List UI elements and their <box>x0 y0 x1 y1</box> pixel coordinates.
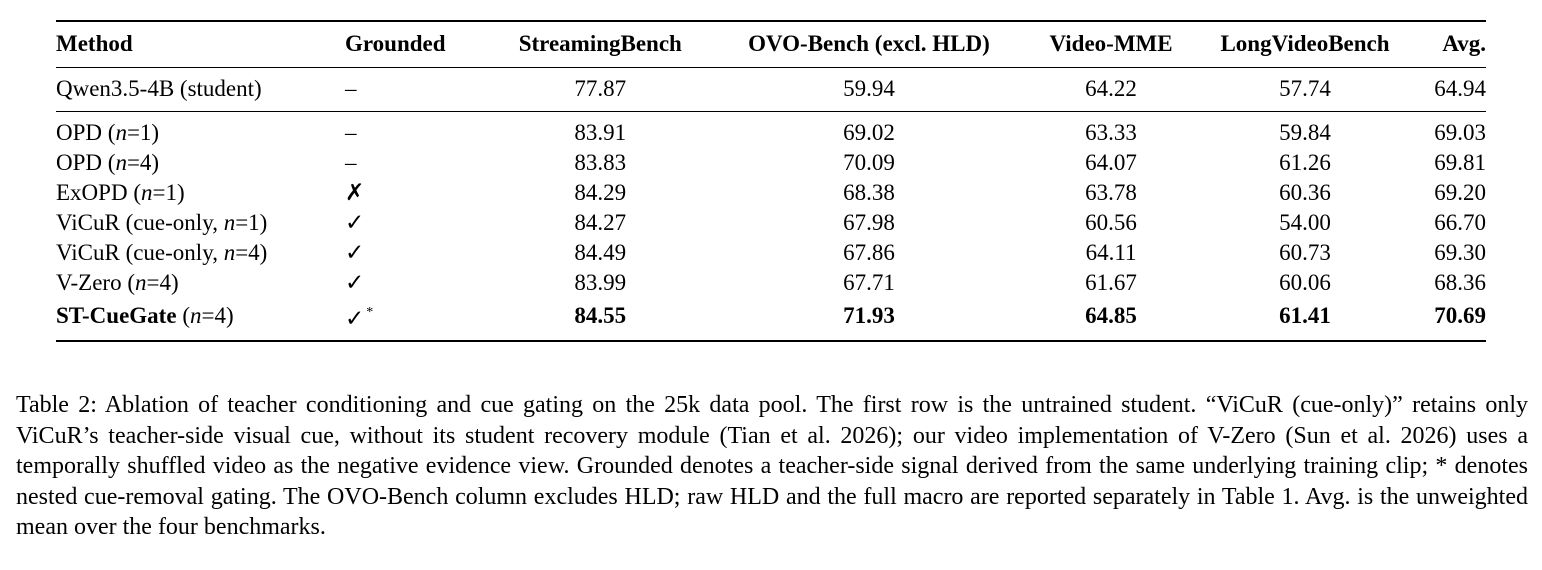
value-cell: 64.07 <box>1085 149 1137 175</box>
table-row: V-Zero (n=4) ✓ 83.99 67.71 61.67 60.06 6… <box>56 268 1486 298</box>
table-row-best: ST-CueGate (n=4) ✓ * 84.55 71.93 64.85 61… <box>56 298 1486 341</box>
method-cell: ExOPD (n=1) <box>56 179 185 205</box>
method-cell: ViCuR (cue-only, n=1) <box>56 209 268 235</box>
grounded-cell: ✓ * <box>345 298 492 341</box>
table-row: OPD (n=4) – 83.83 70.09 64.07 61.26 69.8… <box>56 148 1486 178</box>
value-cell: 61.67 <box>1085 269 1137 295</box>
value-cell: 61.26 <box>1279 149 1331 175</box>
grounded-cell: – <box>345 149 357 175</box>
value-cell: 60.56 <box>1085 209 1137 235</box>
grounded-cell: – <box>345 76 357 101</box>
checkmark-icon: ✓ <box>345 269 365 295</box>
value-cell: 70.09 <box>843 149 895 175</box>
checkmark-icon: ✓ <box>345 239 365 265</box>
table-row: OPD (n=1) – 83.91 69.02 63.33 59.84 69.0… <box>56 111 1486 148</box>
value-cell: 83.99 <box>574 269 627 295</box>
value-cell: 60.36 <box>1279 179 1331 205</box>
value-cell: 67.86 <box>843 239 895 265</box>
value-cell: 59.94 <box>843 76 895 101</box>
grounded-cell: – <box>345 119 357 145</box>
table-caption: Table 2: Ablation of teacher conditionin… <box>16 392 1528 540</box>
avg-cell: 70.69 <box>1434 302 1486 328</box>
cross-icon: ✗ <box>345 179 365 205</box>
value-cell: 60.73 <box>1279 239 1331 265</box>
value-cell: 68.38 <box>843 179 895 205</box>
avg-cell: 69.03 <box>1434 119 1486 145</box>
value-cell: 84.29 <box>574 179 627 205</box>
value-cell: 77.87 <box>574 76 627 101</box>
method-cell: OPD (n=1) <box>56 119 160 145</box>
col-header-ovo-bench: OVO-Bench (excl. HLD) <box>748 31 990 57</box>
avg-cell: 66.70 <box>1434 209 1486 235</box>
value-cell: 71.93 <box>843 302 895 328</box>
value-cell: 83.91 <box>574 119 627 145</box>
method-cell: Qwen3.5-4B (student) <box>56 76 262 101</box>
value-cell: 63.78 <box>1085 179 1137 205</box>
checkmark-icon: ✓ <box>345 209 365 235</box>
avg-cell: 69.20 <box>1434 179 1486 205</box>
value-cell: 59.84 <box>1279 119 1331 145</box>
value-cell: 63.33 <box>1085 119 1137 145</box>
value-cell: 67.98 <box>843 209 895 235</box>
col-header-longvideobench: LongVideoBench <box>1220 31 1390 57</box>
method-cell: OPD (n=4) <box>56 149 160 175</box>
header-row: Method Grounded StreamingBench OVO-Bench… <box>56 21 1486 67</box>
value-cell: 57.74 <box>1279 76 1331 101</box>
student-row: Qwen3.5-4B (student) – 77.87 59.94 64.22… <box>56 67 1486 111</box>
value-cell: 84.55 <box>574 302 627 328</box>
method-cell: ViCuR (cue-only, n=4) <box>56 239 268 265</box>
value-cell: 61.41 <box>1279 302 1331 328</box>
value-cell: 64.85 <box>1085 302 1137 328</box>
results-table: Method Grounded StreamingBench OVO-Bench… <box>56 20 1486 342</box>
table-row: ViCuR (cue-only, n=4) ✓ 84.49 67.86 64.1… <box>56 238 1486 268</box>
col-header-video-mme: Video-MME <box>1049 31 1173 57</box>
checkmark-icon: ✓ <box>345 305 365 331</box>
col-header-grounded: Grounded <box>345 31 446 57</box>
value-cell: 60.06 <box>1279 269 1331 295</box>
avg-cell: 69.81 <box>1434 149 1486 175</box>
value-cell: 84.49 <box>574 239 627 265</box>
value-cell: 83.83 <box>574 149 627 175</box>
avg-cell: 64.94 <box>1434 76 1486 101</box>
value-cell: 84.27 <box>574 209 627 235</box>
value-cell: 69.02 <box>843 119 895 145</box>
value-cell: 64.22 <box>1085 76 1137 101</box>
col-header-avg: Avg. <box>1442 31 1486 57</box>
table-row: ExOPD (n=1) ✗ 84.29 68.38 63.78 60.36 69… <box>56 178 1486 208</box>
avg-cell: 68.36 <box>1434 269 1486 295</box>
value-cell: 67.71 <box>843 269 895 295</box>
value-cell: 64.11 <box>1085 239 1137 265</box>
col-header-streamingbench: StreamingBench <box>518 31 682 57</box>
col-header-method: Method <box>56 31 133 57</box>
table-row: ViCuR (cue-only, n=1) ✓ 84.27 67.98 60.5… <box>56 208 1486 238</box>
avg-cell: 69.30 <box>1434 239 1486 265</box>
method-cell: ST-CueGate (n=4) <box>56 302 234 328</box>
method-cell: V-Zero (n=4) <box>56 269 179 295</box>
value-cell: 54.00 <box>1279 209 1331 235</box>
asterisk-marker: * <box>366 304 374 320</box>
